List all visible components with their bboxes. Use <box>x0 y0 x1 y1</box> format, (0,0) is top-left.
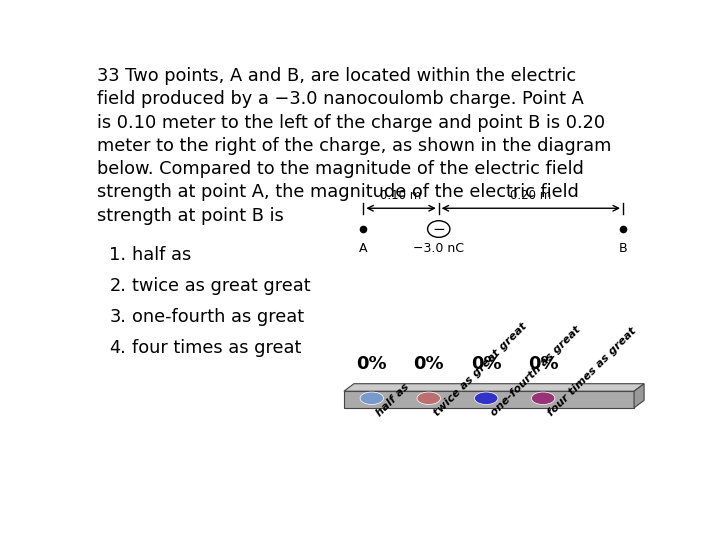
Text: 0%: 0% <box>356 355 387 373</box>
Ellipse shape <box>474 392 498 404</box>
Text: 0.20 m: 0.20 m <box>510 189 552 202</box>
Ellipse shape <box>531 392 555 404</box>
Text: B: B <box>618 241 627 254</box>
Polygon shape <box>634 384 644 408</box>
Polygon shape <box>344 384 644 391</box>
Polygon shape <box>344 391 634 408</box>
Text: 0%: 0% <box>471 355 502 373</box>
Text: half as: half as <box>374 381 411 418</box>
Text: 1.: 1. <box>109 246 126 264</box>
Text: 4.: 4. <box>109 339 126 357</box>
Text: four times as great: four times as great <box>546 326 638 418</box>
Text: 0%: 0% <box>413 355 444 373</box>
Circle shape <box>428 221 450 238</box>
Ellipse shape <box>417 392 441 404</box>
Text: one-fourth as great: one-fourth as great <box>489 325 582 418</box>
Text: half as: half as <box>132 246 191 264</box>
Text: 0.10 m: 0.10 m <box>380 189 422 202</box>
Text: −3.0 nC: −3.0 nC <box>413 241 464 254</box>
Text: one-fourth as great: one-fourth as great <box>132 308 304 326</box>
Text: 33 Two points, A and B, are located within the electric
field produced by a −3.0: 33 Two points, A and B, are located with… <box>97 67 611 225</box>
Text: twice as great great: twice as great great <box>132 277 310 295</box>
Text: 2.: 2. <box>109 277 126 295</box>
Text: 3.: 3. <box>109 308 126 326</box>
Text: 0%: 0% <box>528 355 559 373</box>
Text: A: A <box>359 241 368 254</box>
Text: four times as great: four times as great <box>132 339 301 357</box>
Ellipse shape <box>360 392 384 404</box>
Text: twice as great great: twice as great great <box>431 321 528 419</box>
Text: −: − <box>433 221 445 237</box>
